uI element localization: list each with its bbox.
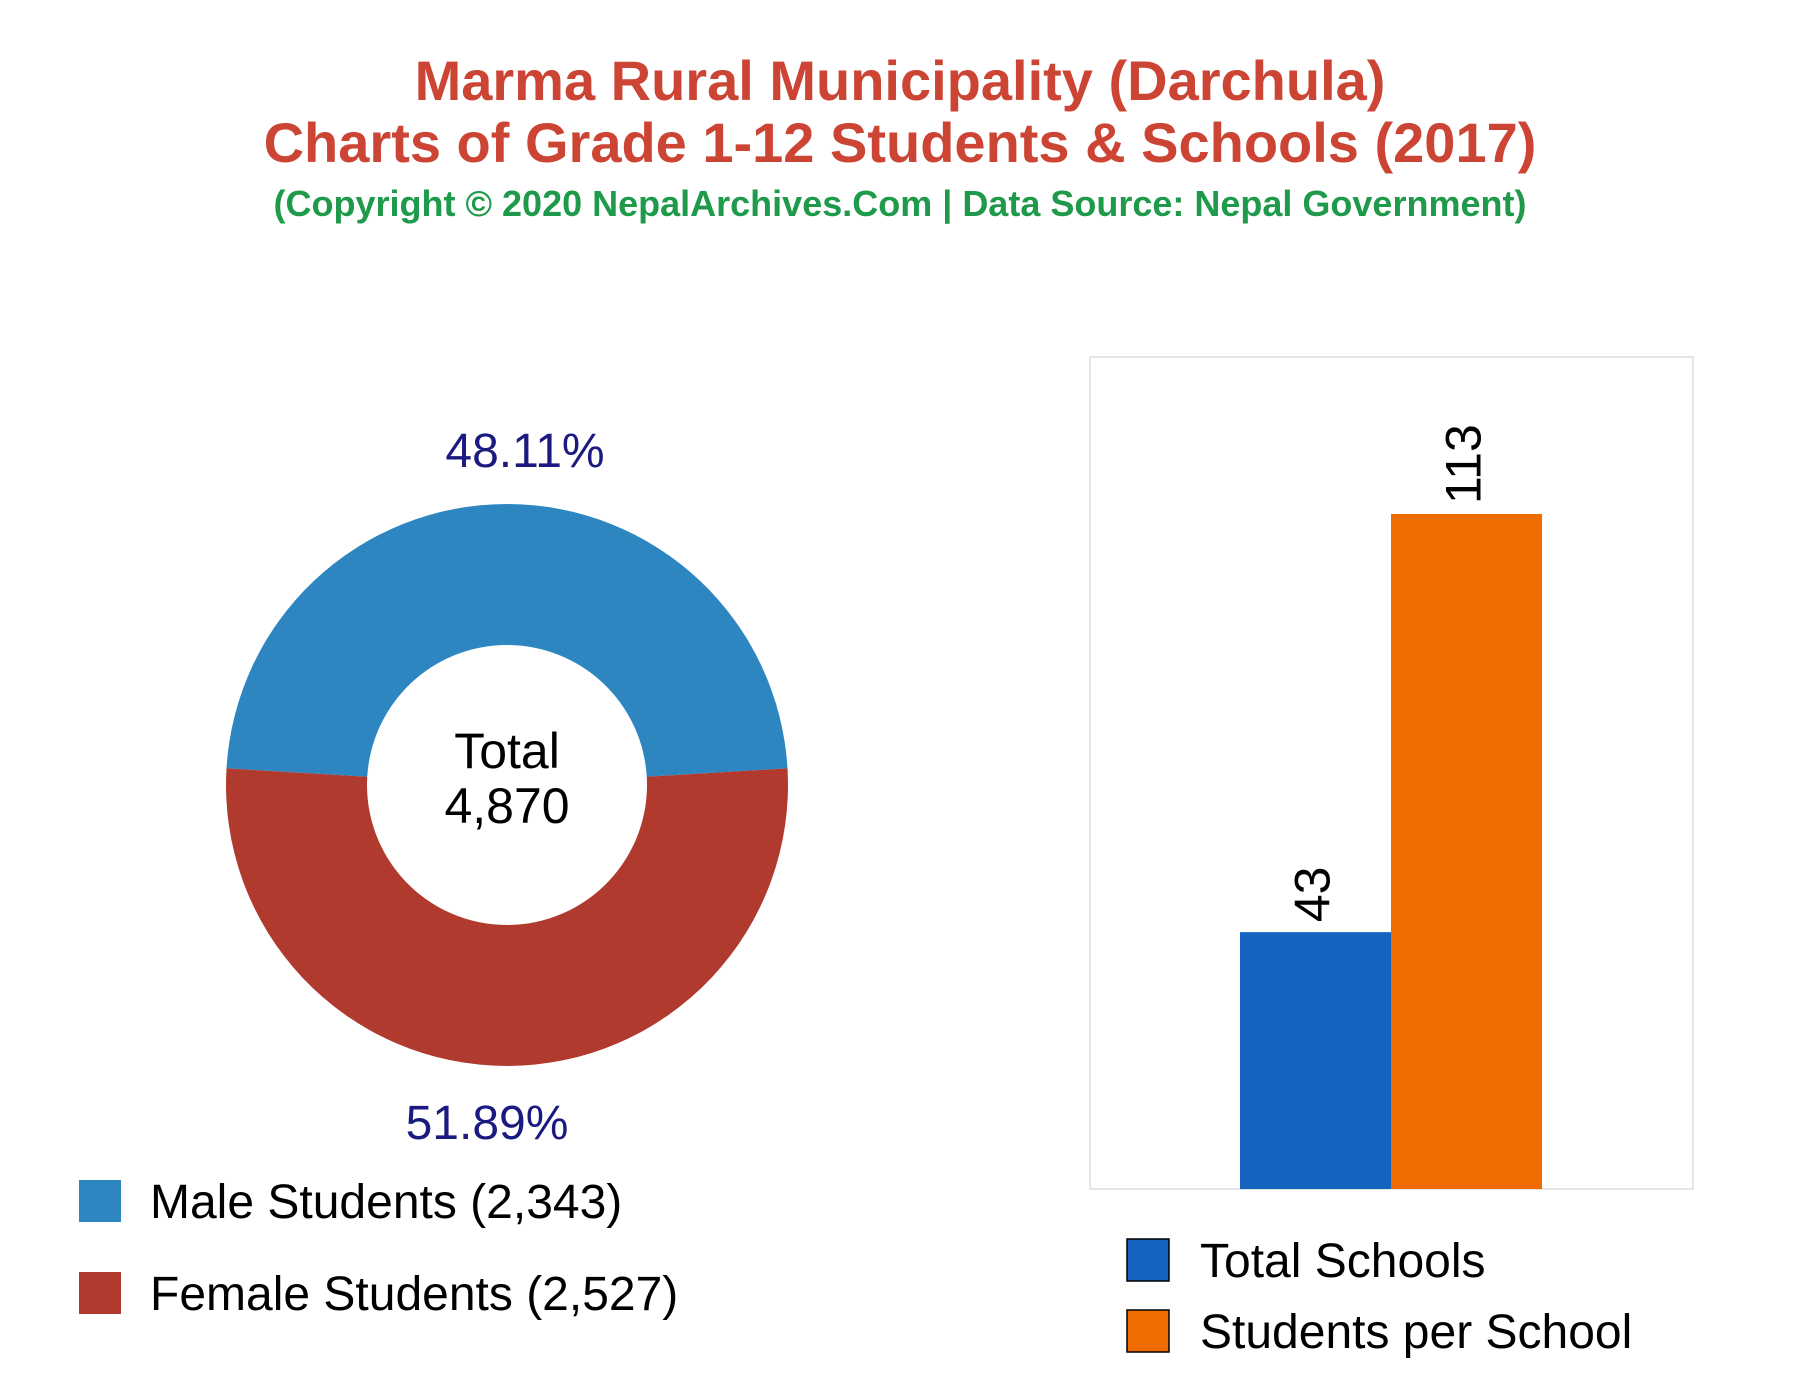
donut-percent-label-male: 48.11% — [445, 425, 604, 478]
donut-center-label: Total — [454, 723, 560, 779]
bar-value-label-students-per-school: 113 — [1436, 424, 1492, 504]
bar-students-per-school — [1391, 513, 1542, 1189]
legend-label-female: Female Students (2,527) — [150, 1268, 678, 1321]
donut-chart: 48.11% 51.89% — [225, 425, 788, 1150]
bar-value-label-total-schools: 43 — [1285, 867, 1341, 923]
chart-title-line-2: Charts of Grade 1-12 Students & Schools … — [263, 111, 1537, 174]
bar-chart: 43 113 — [1240, 424, 1542, 1189]
donut-center-value: 4,870 — [444, 778, 569, 834]
chart-titles: Marma Rural Municipality (Darchula) Char… — [0, 50, 1800, 226]
legend-label-total-schools: Total Schools — [1200, 1235, 1486, 1288]
legend-label-students-per-school: Students per School — [1200, 1306, 1632, 1359]
donut-legend: Male Students (2,343) Female Students (2,… — [79, 1176, 678, 1321]
legend-swatch-female — [79, 1272, 121, 1314]
legend-swatch-students-per-school — [1126, 1309, 1170, 1353]
bar-legend: Total Schools Students per School — [1126, 1235, 1632, 1359]
chart-subtitle: (Copyright © 2020 NepalArchives.Com | Da… — [273, 183, 1527, 224]
donut-slice-female — [225, 768, 788, 1066]
donut-percent-label-female: 51.89% — [406, 1097, 569, 1150]
chart-title-line-1: Marma Rural Municipality (Darchula) — [414, 49, 1386, 112]
legend-swatch-male — [79, 1180, 121, 1222]
legend-swatch-total-schools — [1126, 1238, 1170, 1282]
legend-label-male: Male Students (2,343) — [150, 1176, 622, 1229]
bar-total-schools — [1240, 932, 1391, 1189]
donut-slice-male — [226, 504, 788, 777]
